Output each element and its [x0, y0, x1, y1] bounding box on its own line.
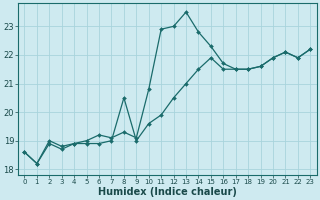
X-axis label: Humidex (Indice chaleur): Humidex (Indice chaleur)	[98, 187, 237, 197]
